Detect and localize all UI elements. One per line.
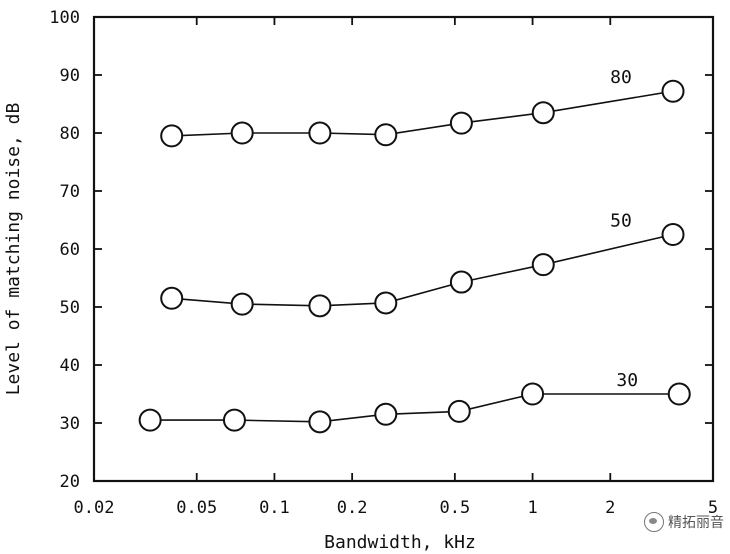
series-80: 80 [160, 67, 685, 148]
wechat-icon [644, 512, 664, 532]
data-point [374, 123, 398, 147]
axis-ticks [94, 17, 713, 481]
y-tick-label: 50 [60, 298, 80, 318]
data-point [667, 382, 691, 406]
data-point [308, 121, 332, 145]
y-tick-label: 80 [60, 124, 80, 144]
series-label: 80 [610, 67, 632, 88]
series-label: 30 [616, 370, 638, 391]
data-point [160, 124, 184, 148]
x-tick-label: 2 [605, 498, 615, 518]
watermark: 精拓丽音 [644, 512, 724, 532]
data-point [308, 294, 332, 318]
axis-tick-labels: 20 30 40 50 60 70 80 90 100 0.02 0.05 0.1 0.2 0.5 1 2 5 [49, 8, 718, 518]
data-point [531, 253, 555, 277]
data-point [447, 399, 471, 423]
data-point [230, 121, 254, 145]
data-point [138, 408, 162, 432]
series-label: 50 [610, 211, 632, 232]
x-tick-label: 1 [527, 498, 537, 518]
series-layer: 80 50 30 [138, 67, 691, 434]
x-tick-label: 0.05 [176, 498, 217, 518]
data-point [531, 101, 555, 125]
x-tick-label: 5 [708, 498, 718, 518]
data-point [661, 223, 685, 246]
data-point [222, 408, 246, 432]
x-axis-title: Bandwidth, kHz [324, 532, 476, 553]
data-point [661, 79, 685, 103]
y-tick-label: 40 [60, 356, 80, 376]
y-tick-label: 100 [49, 8, 80, 28]
series-50: 50 [160, 211, 685, 318]
data-point [230, 292, 254, 316]
y-tick-label: 90 [60, 66, 80, 86]
data-point [374, 402, 398, 426]
data-point [374, 291, 398, 315]
x-tick-label: 0.1 [259, 498, 290, 518]
y-tick-label: 60 [60, 240, 80, 260]
y-tick-label: 20 [60, 472, 80, 492]
x-tick-label: 0.2 [337, 498, 368, 518]
watermark-text: 精拓丽音 [668, 515, 724, 531]
y-tick-label: 70 [60, 182, 80, 202]
data-point [521, 382, 545, 406]
data-point [160, 286, 184, 310]
data-point [449, 111, 473, 135]
data-point [449, 270, 473, 294]
x-tick-label: 0.5 [440, 498, 471, 518]
y-axis-title: Level of matching noise, dB [3, 103, 24, 396]
x-tick-label: 0.02 [74, 498, 115, 518]
y-tick-label: 30 [60, 414, 80, 434]
data-point [308, 410, 332, 434]
series-30: 30 [138, 370, 691, 434]
